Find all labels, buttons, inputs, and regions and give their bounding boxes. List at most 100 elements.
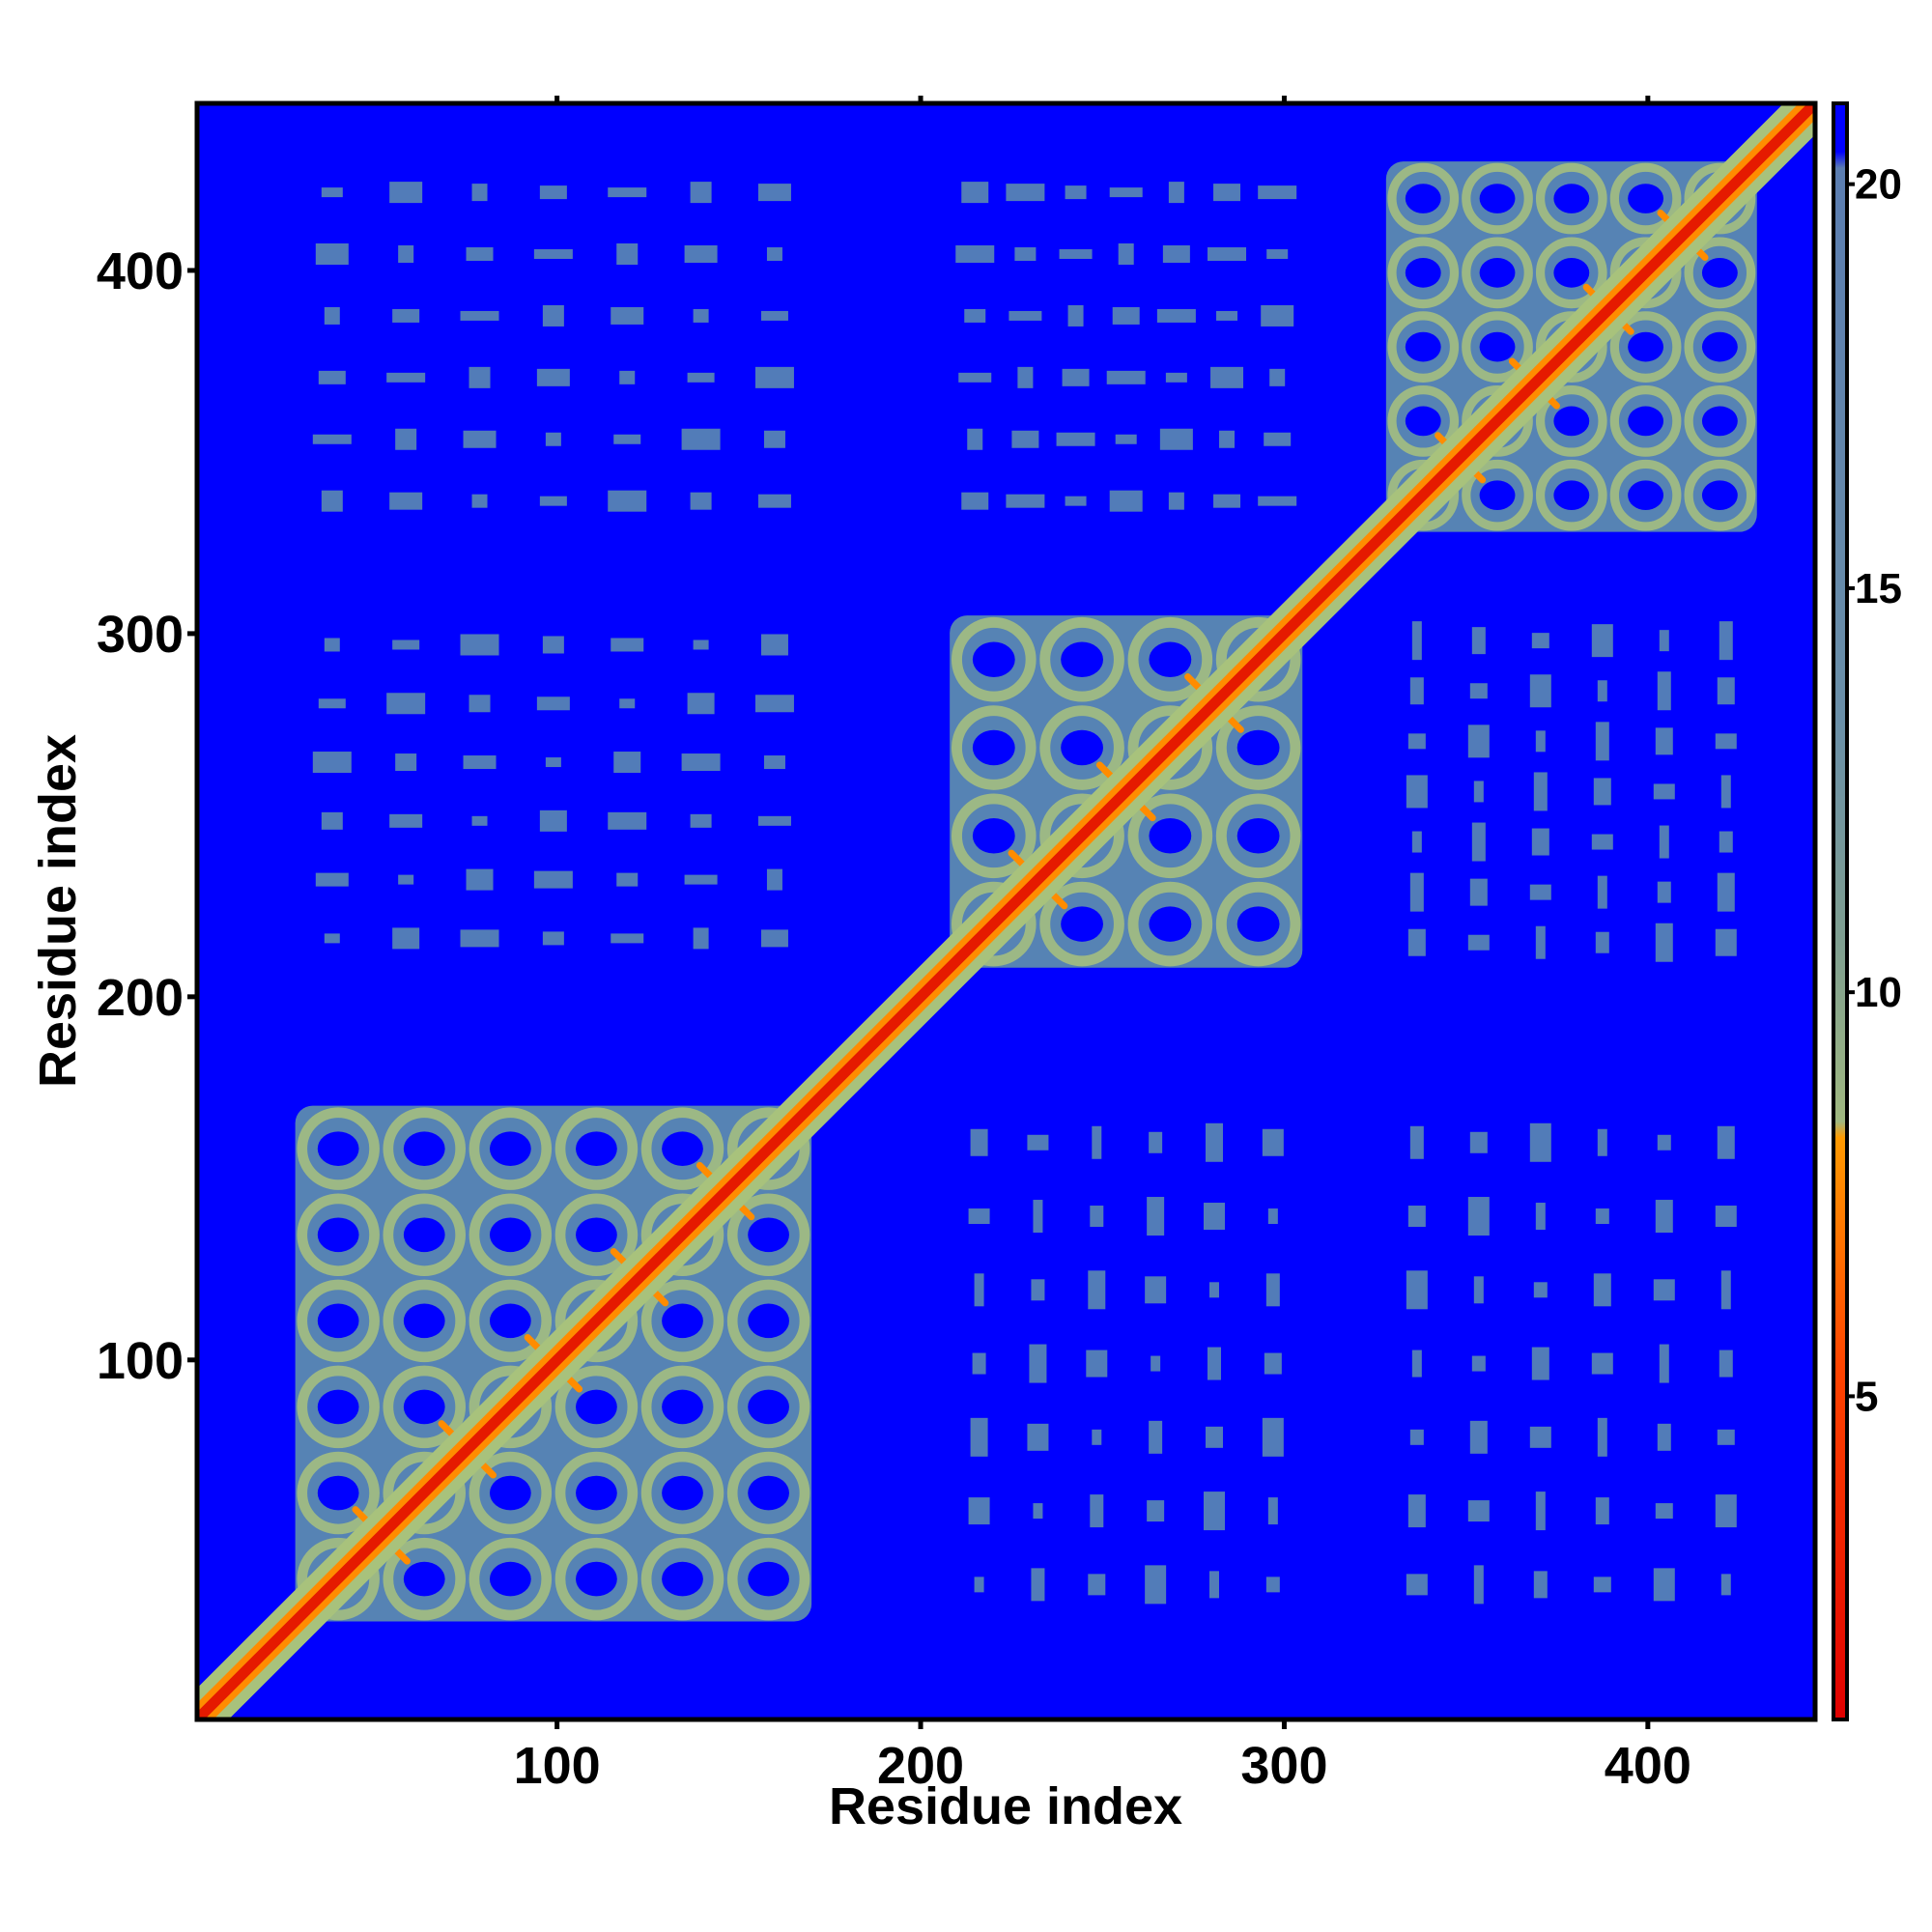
contact-patch — [1473, 781, 1484, 803]
contact-patch — [1031, 1568, 1045, 1602]
contact-patch — [1469, 683, 1488, 699]
contact-hole — [662, 1131, 703, 1166]
contact-patch — [1597, 1417, 1607, 1457]
contact-patch — [1467, 934, 1490, 951]
contact-hole — [1628, 331, 1664, 362]
halo-ring — [1039, 616, 1124, 702]
contact-patch — [533, 870, 573, 889]
halo-ring — [726, 1107, 810, 1190]
contact-hole — [1479, 331, 1516, 362]
contact-patch — [1090, 1206, 1104, 1228]
contact-patch — [1006, 184, 1045, 202]
inter-domain-contacts-3 — [955, 182, 1737, 962]
contact-hole — [1149, 906, 1192, 942]
contact-patch — [536, 696, 570, 711]
x-tick-label: 400 — [1605, 1737, 1691, 1795]
contact-patch — [1655, 1200, 1673, 1234]
contact-patch — [687, 372, 715, 383]
halo-ring — [726, 1537, 810, 1621]
halo-ring — [726, 1279, 810, 1363]
y-tick-label: 300 — [97, 606, 184, 664]
contact-patch — [1531, 828, 1549, 856]
contact-hole — [1701, 480, 1738, 511]
contact-patch — [1595, 931, 1609, 953]
contact-patch — [1717, 872, 1735, 912]
contact-patch — [1092, 1429, 1102, 1445]
contact-patch — [1719, 621, 1733, 661]
inter-domain-contacts-1 — [312, 634, 1284, 1605]
contact-patch — [681, 428, 721, 450]
contact-hole — [748, 1561, 789, 1597]
contact-patch — [1208, 1282, 1219, 1298]
contact-hole — [1405, 406, 1441, 437]
contact-hole — [1061, 641, 1103, 677]
halo-ring — [1127, 793, 1213, 879]
halo-ring — [640, 1193, 724, 1277]
contact-patch — [611, 638, 644, 652]
colorbar-tick-label: 20 — [1855, 161, 1902, 209]
contact-patch — [1529, 1426, 1551, 1448]
contact-patch — [318, 370, 346, 384]
contact-patch — [955, 245, 995, 264]
contact-patch — [1017, 366, 1034, 388]
contact-hole — [489, 1303, 531, 1339]
contact-patch — [1159, 428, 1193, 450]
contact-patch — [1409, 872, 1424, 912]
contact-patch — [542, 304, 564, 327]
contact-patch — [1469, 1131, 1488, 1153]
contact-patch — [690, 492, 712, 510]
contact-patch — [545, 757, 561, 768]
contact-patch — [1655, 923, 1673, 962]
y-tick-label: 100 — [97, 1332, 184, 1390]
y-axis-ticks: 100 200 300 400 — [97, 242, 197, 1390]
halo-ring — [1609, 459, 1682, 531]
contact-patch — [1207, 1347, 1221, 1380]
halo-ring — [1215, 705, 1301, 790]
halo-ring — [554, 1107, 639, 1190]
contact-patch — [1529, 884, 1551, 900]
contact-hole — [1628, 406, 1664, 437]
contact-patch — [1469, 878, 1488, 906]
contact-patch — [1267, 1497, 1278, 1525]
halo-ring — [383, 1451, 467, 1535]
halo-ring — [1127, 616, 1213, 702]
contact-hole — [1236, 729, 1280, 766]
contact-patch — [1147, 1500, 1165, 1522]
contact-patch — [1655, 1503, 1673, 1520]
contact-patch — [1653, 783, 1675, 800]
contact-patch — [690, 182, 712, 204]
halo-ring — [1535, 237, 1607, 309]
contact-hole — [748, 1389, 789, 1425]
contact-patch — [536, 368, 570, 386]
contact-patch — [1411, 831, 1422, 853]
contact-patch — [1261, 304, 1294, 327]
contact-patch — [1208, 1571, 1219, 1599]
contact-patch — [469, 695, 491, 713]
contact-hole — [972, 729, 1015, 766]
halo-ring — [1039, 881, 1124, 967]
contact-patch — [1720, 1270, 1731, 1310]
contact-patch — [1109, 490, 1143, 512]
contact-hole — [576, 1217, 617, 1253]
contact-patch — [1065, 496, 1087, 506]
contact-patch — [1467, 1197, 1490, 1236]
contact-patch — [1591, 1352, 1613, 1375]
contact-hole — [317, 1131, 359, 1166]
contact-hole — [317, 1475, 359, 1511]
contact-hole — [489, 1217, 531, 1253]
contact-patch — [1006, 494, 1045, 508]
contact-patch — [1535, 1203, 1546, 1231]
contact-patch — [1262, 1417, 1284, 1457]
contact-patch — [1535, 730, 1546, 753]
contact-patch — [324, 933, 340, 944]
contact-patch — [398, 874, 414, 885]
contact-patch — [619, 370, 636, 384]
contact-hole — [1553, 406, 1590, 437]
contact-patch — [1267, 1208, 1278, 1225]
contact-patch — [1216, 310, 1238, 321]
contact-patch — [611, 306, 644, 325]
halo-ring — [640, 1365, 724, 1449]
contact-patch — [1715, 1206, 1737, 1228]
contact-patch — [1203, 1492, 1225, 1531]
contact-hole — [1479, 257, 1516, 288]
